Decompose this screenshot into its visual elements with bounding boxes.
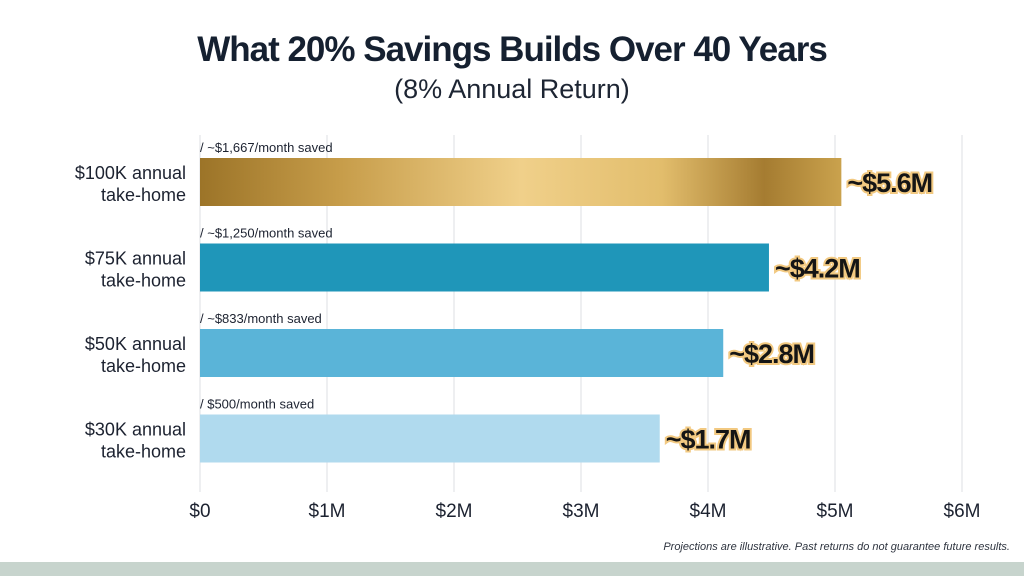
bar-row: / ~$1,250/month saved $75K annualtake-hom… <box>85 226 863 292</box>
value-label: ~$4.2M <box>775 254 860 284</box>
category-label-line1: $30K annual <box>85 420 186 440</box>
category-label-line2: take-home <box>101 442 186 462</box>
x-tick-label: $6M <box>944 501 981 522</box>
bar-note: / ~$833/month saved <box>200 311 322 326</box>
x-tick-label: $0 <box>189 501 210 522</box>
bar-note: / ~$1,667/month saved <box>200 140 333 155</box>
footnote: Projections are illustrative. Past retur… <box>663 541 1010 553</box>
bottom-band <box>0 562 1024 576</box>
x-tick-label: $3M <box>563 501 600 522</box>
bars: / ~$1,667/month saved$100K annualtake-ho… <box>75 140 935 463</box>
bar-note: / $500/month saved <box>200 397 314 412</box>
category-label-line1: $100K annual <box>75 163 186 183</box>
bar-chart: / ~$1,667/month saved$100K annualtake-ho… <box>75 135 980 522</box>
bar <box>200 329 724 377</box>
bar <box>200 243 769 292</box>
bar <box>200 414 660 463</box>
category-label-line2: take-home <box>101 356 186 376</box>
category-label-line2: take-home <box>101 271 186 291</box>
x-tick-label: $1M <box>309 501 346 522</box>
bar <box>200 158 842 206</box>
value-label: ~$1.7M <box>666 425 751 455</box>
chart-subtitle: (8% Annual Return) <box>394 74 630 104</box>
bar-row: / ~$1,667/month saved $100K annualtake-ho… <box>75 140 935 206</box>
category-label-line1: $75K annual <box>85 249 186 269</box>
bar-note: / ~$1,250/month saved <box>200 226 333 241</box>
value-label: ~$2.8M <box>729 339 814 369</box>
x-tick-label: $2M <box>436 501 473 522</box>
x-axis-ticks: $0 $1M $2M $3M $4M $5M $6M <box>189 501 980 522</box>
value-label: ~$5.6M <box>847 168 932 198</box>
category-label-line2: take-home <box>101 185 186 205</box>
x-tick-label: $5M <box>817 501 854 522</box>
x-tick-label: $4M <box>690 501 727 522</box>
category-label-line1: $50K annual <box>85 334 186 354</box>
chart-title: What 20% Savings Builds Over 40 Years <box>197 30 828 69</box>
